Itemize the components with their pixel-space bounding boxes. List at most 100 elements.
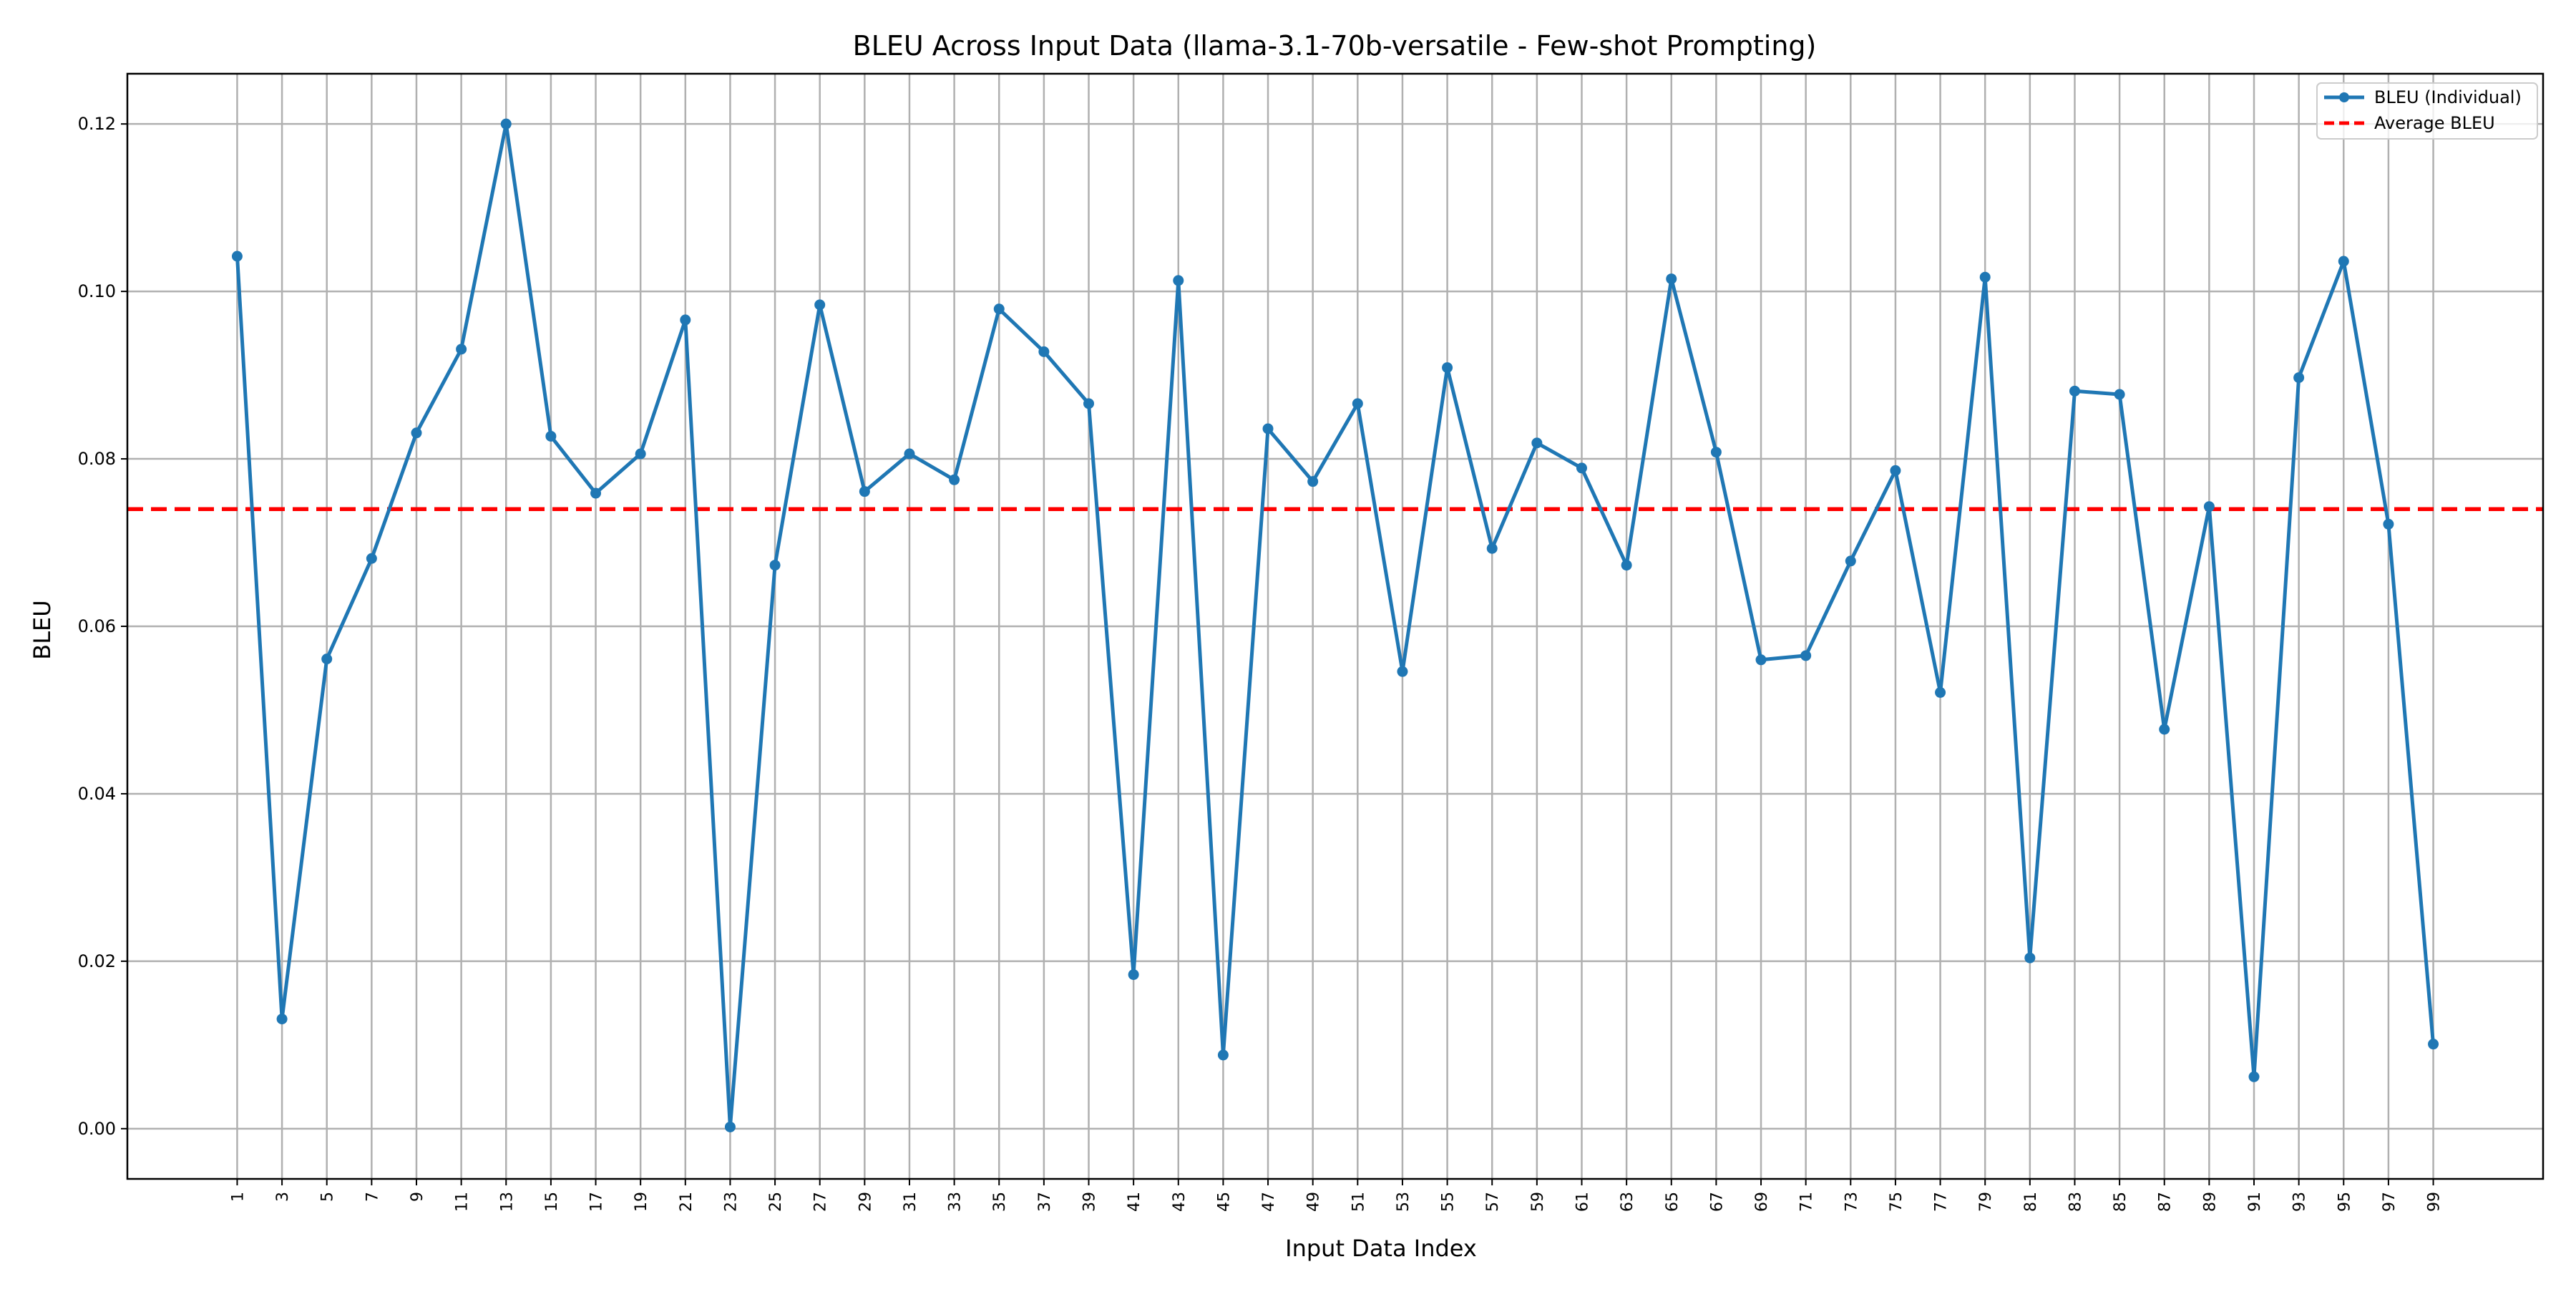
data-point [1755, 654, 1767, 666]
data-point [545, 430, 557, 442]
data-point [500, 118, 512, 130]
data-point [2069, 385, 2080, 397]
x-tick-label: 93 [2291, 1192, 2309, 1212]
legend-box [2316, 82, 2538, 140]
data-point [814, 299, 826, 311]
data-point [1038, 346, 1050, 357]
x-tick-label: 43 [1171, 1192, 1189, 1212]
data-point [1710, 447, 1722, 458]
x-tick-label: 51 [1350, 1192, 1367, 1212]
x-tick-label: 11 [454, 1192, 472, 1212]
x-tick-label: 31 [902, 1192, 919, 1212]
x-tick-label: 33 [947, 1192, 965, 1212]
data-point [680, 314, 691, 326]
x-tick-label: 29 [857, 1192, 874, 1212]
data-point [2024, 952, 2036, 963]
x-tick-label: 91 [2246, 1192, 2264, 1212]
x-tick-label: 69 [1753, 1192, 1771, 1212]
data-point [2159, 724, 2170, 735]
x-tick-label: 77 [1933, 1192, 1951, 1212]
data-point [276, 1014, 288, 1025]
data-point [904, 448, 915, 460]
x-tick-label: 85 [2112, 1192, 2129, 1212]
x-tick-label: 67 [1708, 1192, 1726, 1212]
data-point [1979, 271, 1991, 283]
data-point [1621, 560, 1632, 571]
x-tick-label: 49 [1305, 1192, 1323, 1212]
data-point [1576, 462, 1587, 474]
data-point [2293, 372, 2305, 384]
x-tick-label: 79 [1977, 1192, 1995, 1212]
x-tick-label: 35 [991, 1192, 1009, 1212]
x-tick-label: 1 [229, 1192, 247, 1202]
x-tick-label: 57 [1484, 1192, 1502, 1212]
data-point [411, 427, 422, 439]
legend-label-individual: BLEU (Individual) [2374, 87, 2522, 107]
data-point [321, 654, 333, 665]
x-tick-label: 63 [1619, 1192, 1636, 1212]
data-point [231, 251, 243, 262]
y-tick-label: 0.00 [78, 1119, 116, 1139]
data-point [1217, 1049, 1229, 1061]
y-tick-label: 0.08 [78, 449, 116, 469]
x-tick-label: 45 [1215, 1192, 1233, 1212]
x-tick-label: 89 [2201, 1192, 2219, 1212]
x-tick-label: 17 [588, 1192, 606, 1212]
x-tick-label: 59 [1529, 1192, 1547, 1212]
data-point [1800, 650, 1812, 661]
data-point [1128, 969, 1139, 981]
data-point [1666, 273, 1677, 285]
x-tick-label: 53 [1395, 1192, 1413, 1212]
data-point [724, 1121, 736, 1132]
x-tick-label: 99 [2426, 1192, 2444, 1212]
data-point [1307, 476, 1319, 487]
data-point [2203, 501, 2215, 513]
data-point [1262, 423, 1274, 434]
y-axis-label: BLEU [29, 600, 56, 659]
y-tick-label: 0.04 [78, 784, 116, 804]
x-tick-label: 15 [543, 1192, 561, 1212]
data-point [2114, 389, 2125, 400]
x-tick-label: 13 [498, 1192, 516, 1212]
bleu-individual-line [235, 122, 2435, 1129]
data-point [769, 560, 781, 571]
legend-label-average: Average BLEU [2374, 113, 2495, 133]
data-point [859, 486, 870, 497]
data-point [1935, 686, 1946, 698]
x-tick-label: 97 [2381, 1192, 2399, 1212]
data-point [1442, 362, 1453, 374]
data-point [1890, 465, 1901, 476]
data-point [993, 303, 1005, 315]
x-tick-label: 37 [1036, 1192, 1054, 1212]
data-point [366, 553, 377, 564]
x-tick-label: 5 [319, 1192, 337, 1202]
data-point [949, 474, 960, 485]
data-point [1352, 398, 1363, 409]
data-point [1531, 437, 1543, 449]
x-tick-label: 47 [1260, 1192, 1278, 1212]
x-tick-label: 27 [812, 1192, 830, 1212]
data-point [2383, 518, 2394, 530]
x-axis-label: Input Data Index [1285, 1235, 1477, 1262]
x-tick-label: 21 [678, 1192, 696, 1212]
x-tick-label: 81 [2022, 1192, 2040, 1212]
y-tick-label: 0.02 [78, 951, 116, 971]
x-tick-label: 75 [1888, 1192, 1906, 1212]
data-point [590, 487, 602, 499]
x-tick-label: 65 [1664, 1192, 1682, 1212]
x-tick-label: 55 [1440, 1192, 1458, 1212]
data-point [1486, 543, 1498, 554]
x-tick-label: 71 [1798, 1192, 1816, 1212]
y-tick-label: 0.12 [78, 114, 116, 134]
data-point [1845, 555, 1856, 567]
legend-marker-swatch [2339, 92, 2349, 102]
x-tick-label: 7 [364, 1192, 381, 1202]
data-point [635, 448, 646, 460]
data-point [1397, 666, 1408, 677]
x-tick-label: 73 [1843, 1192, 1860, 1212]
data-point [1083, 398, 1095, 409]
x-tick-label: 3 [274, 1192, 292, 1202]
data-point [2338, 256, 2349, 267]
chart-title: BLEU Across Input Data (llama-3.1-70b-ve… [853, 30, 1817, 62]
